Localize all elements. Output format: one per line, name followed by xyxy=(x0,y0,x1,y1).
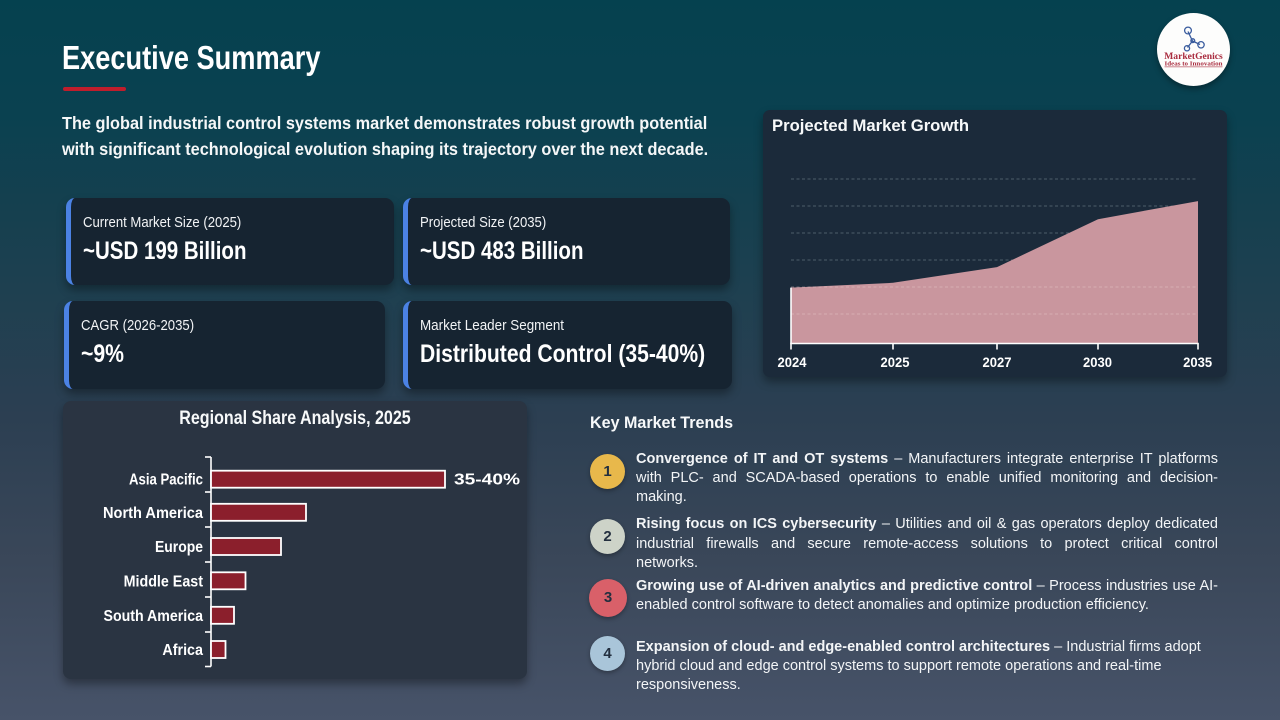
svg-text:2035: 2035 xyxy=(1183,354,1212,370)
svg-text:Ideas to Innovation: Ideas to Innovation xyxy=(1165,62,1224,68)
svg-text:2024: 2024 xyxy=(778,354,807,370)
svg-text:South America: South America xyxy=(104,608,204,625)
svg-text:2030: 2030 xyxy=(1083,354,1112,370)
svg-text:Asia Pacific: Asia Pacific xyxy=(129,472,203,489)
svg-text:MarketGenics: MarketGenics xyxy=(1164,51,1223,61)
svg-text:2025: 2025 xyxy=(881,354,910,370)
svg-text:Middle East: Middle East xyxy=(124,573,204,590)
svg-text:2027: 2027 xyxy=(983,354,1012,370)
svg-text:Africa: Africa xyxy=(162,642,203,659)
svg-text:Europe: Europe xyxy=(155,539,203,556)
svg-text:North America: North America xyxy=(103,505,203,522)
svg-text:35-40%: 35-40% xyxy=(454,472,520,489)
